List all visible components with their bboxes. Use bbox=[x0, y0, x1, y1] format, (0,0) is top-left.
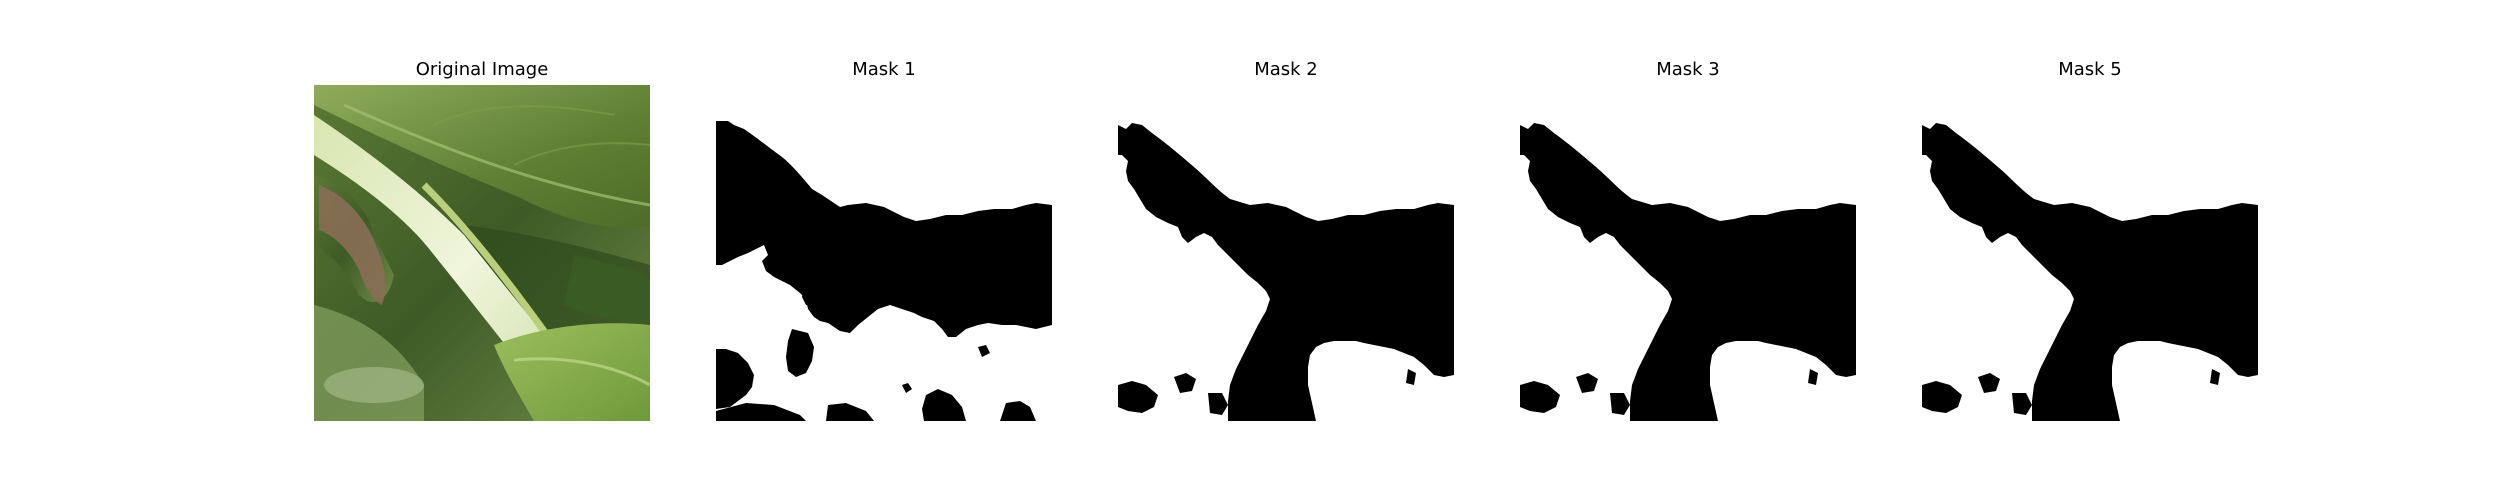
original-image bbox=[314, 85, 650, 421]
panel-title-mask-3: Mask 3 bbox=[1656, 59, 1720, 80]
panel-mask-2: Mask 2 bbox=[1118, 59, 1454, 421]
mask-5-image bbox=[1922, 85, 2258, 421]
panel-mask-1: Mask 1 bbox=[716, 59, 1052, 421]
panel-mask-3: Mask 3 bbox=[1520, 59, 1856, 421]
panel-title-original: Original Image bbox=[415, 59, 549, 80]
mask-3-image bbox=[1520, 85, 1856, 421]
panel-title-mask-5: Mask 5 bbox=[2058, 59, 2122, 80]
mask-2-image bbox=[1118, 85, 1454, 421]
panel-title-mask-1: Mask 1 bbox=[852, 59, 916, 80]
mask-1-image bbox=[716, 85, 1052, 421]
panel-original-image: Original Image bbox=[314, 59, 650, 421]
panel-mask-5: Mask 5 bbox=[1922, 59, 2258, 421]
panel-title-mask-2: Mask 2 bbox=[1254, 59, 1318, 80]
